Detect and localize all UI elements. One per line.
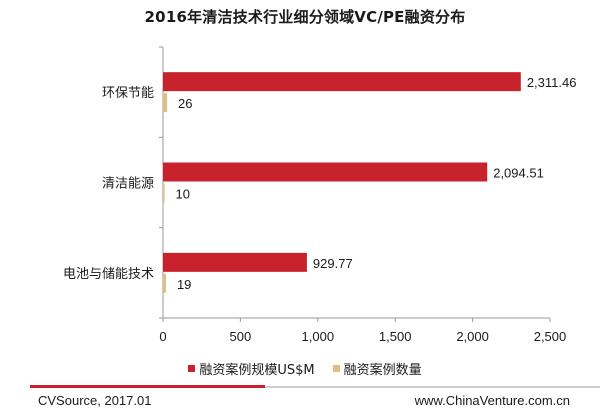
footer-source: CVSource, 2017.01 [38, 393, 152, 408]
bar-count [163, 183, 165, 203]
chart-title: 2016年清洁技术行业细分领域VC/PE融资分布 [144, 8, 466, 26]
bar-count [163, 273, 166, 293]
x-tick-label: 500 [230, 329, 252, 344]
x-tick-label: 1,500 [379, 329, 412, 344]
category-label: 电池与储能技术 [63, 267, 154, 282]
chart-bars [163, 72, 521, 293]
x-tick-label: 2,500 [534, 329, 567, 344]
legend-label-scale: 融资案例规模US$M [199, 363, 315, 378]
chart-labels: 环保节能 2,311.46 26 清洁能源 2,094.51 10 电池与储能技术 929.7… [63, 75, 576, 292]
x-tick-label: 2,000 [456, 329, 489, 344]
data-label-count: 19 [177, 277, 191, 292]
legend-label-count: 融资案例数量 [343, 363, 422, 378]
x-tick-label: 0 [159, 329, 166, 344]
footer-divider [30, 386, 600, 388]
legend-item-scale: 融资案例规模US$M [188, 359, 315, 378]
data-label-scale: 2,094.51 [493, 166, 544, 181]
legend-item-count: 融资案例数量 [332, 359, 422, 378]
data-label-scale: 929.77 [313, 256, 353, 271]
bar-scale [163, 72, 521, 92]
bar-count [163, 93, 168, 113]
chart-legend: 融资案例规模US$M 融资案例数量 [0, 359, 610, 378]
data-label-count: 10 [176, 187, 190, 202]
category-label: 清洁能源 [102, 177, 154, 192]
bar-scale [163, 252, 307, 272]
data-label-scale: 2,311.46 [527, 75, 577, 90]
footer-website: www.ChinaVenture.com.cn [414, 393, 570, 408]
legend-swatch-scale [188, 365, 196, 372]
footer-accent-line [30, 385, 265, 388]
chart-axes: 0 500 1,000 1,500 2,000 2,500 [159, 46, 567, 344]
x-tick-label: 1,000 [302, 329, 335, 344]
legend-swatch-count [332, 365, 340, 372]
bar-scale [163, 162, 488, 182]
category-label: 环保节能 [102, 86, 154, 101]
data-label-count: 26 [178, 96, 192, 111]
